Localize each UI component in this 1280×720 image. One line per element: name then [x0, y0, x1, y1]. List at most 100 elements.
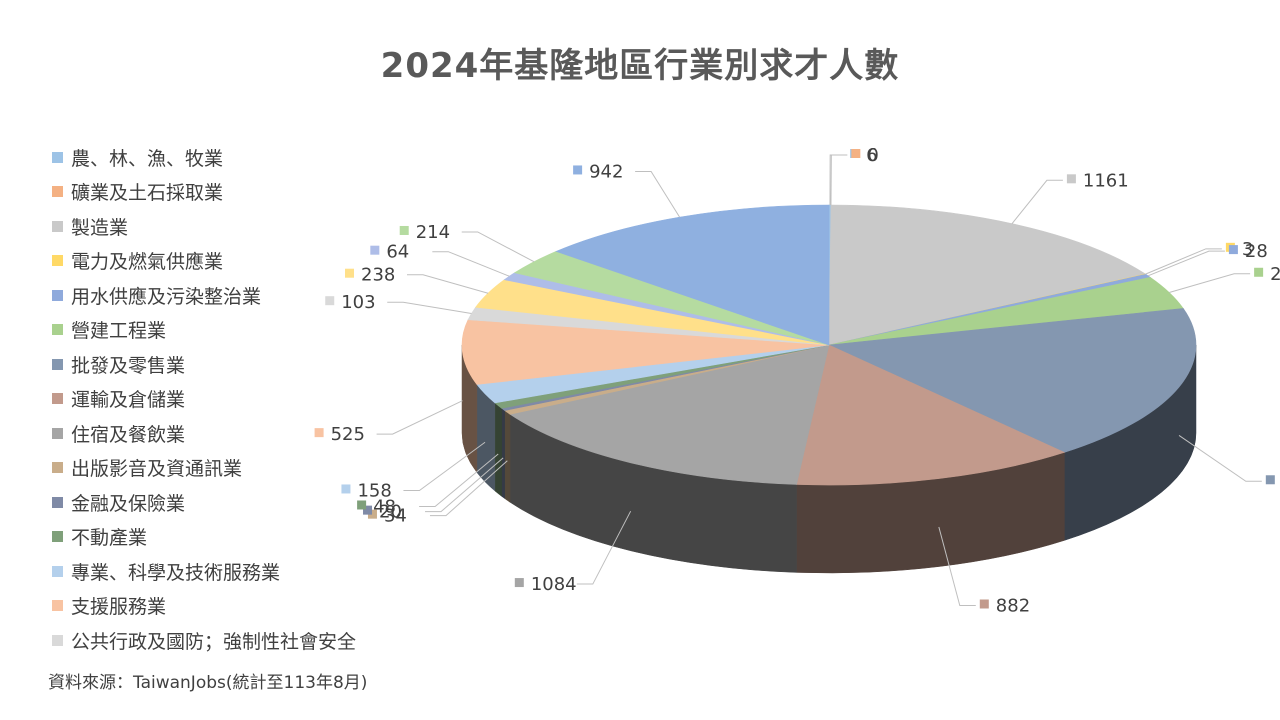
leader-line	[419, 453, 499, 507]
leader-line	[829, 154, 847, 206]
legend: 農、林、漁、牧業礦業及土石採取業 製造業電力及燃氣供應業用水供應及污染整治業 營建工…	[52, 140, 356, 658]
leader-line	[1147, 250, 1225, 277]
data-label: 0	[867, 145, 878, 166]
legend-label: 營建工程業	[71, 320, 167, 343]
data-label-swatch	[1228, 245, 1238, 255]
leader-line	[635, 170, 681, 218]
legend-label: 運輸及倉儲業	[71, 389, 186, 412]
leader-line	[403, 441, 486, 491]
legend-item: 批發及零售業	[52, 347, 356, 382]
legend-label: 支援服務業	[71, 596, 167, 619]
chart-title: 2024年基隆地區行業別求才人數	[380, 46, 900, 86]
legend-item: 專業、科學及技術服務業	[52, 554, 356, 589]
data-label-swatch	[1254, 267, 1264, 277]
data-label: 882	[996, 595, 1030, 616]
legend-label: 公共行政及國防；強制性社會安全	[71, 630, 357, 653]
legend-label: 製造業	[71, 216, 129, 239]
pie-slice	[509, 344, 830, 485]
data-label-swatch	[1265, 475, 1275, 485]
data-label-swatch	[979, 599, 989, 609]
legend-item: 電力及燃氣供應業	[52, 244, 356, 279]
legend-swatch	[52, 220, 63, 232]
legend-label: 出版影音及資通訊業	[71, 458, 243, 481]
pie-slice-side	[501, 407, 505, 500]
data-label: 238	[361, 265, 395, 286]
data-label-swatch	[363, 505, 373, 515]
legend-swatch	[52, 151, 63, 163]
data-label-swatch	[341, 484, 351, 494]
legend-swatch	[52, 289, 63, 301]
legend-label: 住宿及餐飲業	[71, 423, 186, 446]
data-label: 270	[1270, 264, 1280, 285]
legend-swatch	[52, 393, 63, 405]
data-label: 525	[331, 424, 365, 445]
legend-item: 礦業及土石採取業	[52, 175, 356, 210]
legend-swatch	[52, 255, 63, 267]
leader-line	[1145, 248, 1222, 275]
data-label-swatch	[399, 225, 409, 235]
data-label: 48	[373, 496, 396, 517]
data-label: 28	[1245, 241, 1268, 262]
legend-item: 農、林、漁、牧業	[52, 140, 356, 175]
data-label-swatch	[1066, 174, 1076, 184]
leader-line	[407, 274, 489, 294]
data-label-swatch	[573, 165, 583, 175]
leader-line	[376, 400, 463, 435]
pie-slice	[555, 204, 830, 346]
data-label: 942	[589, 161, 623, 182]
source-note: 資料來源：TaiwanJobs(統計至113年8月)	[48, 673, 368, 693]
data-label: 103	[341, 292, 375, 313]
leader-line	[387, 301, 472, 314]
leader-line	[938, 526, 976, 606]
leader-line	[576, 510, 632, 585]
legend-item: 製造業	[52, 209, 356, 244]
legend-swatch	[52, 324, 63, 336]
data-label: 34	[384, 506, 407, 527]
legend-item: 出版影音及資通訊業	[52, 451, 356, 486]
leader-line	[432, 251, 510, 277]
data-label: 6	[866, 145, 877, 166]
pie-slice	[827, 308, 1197, 453]
legend-label: 用水供應及污染整治業	[71, 285, 262, 308]
data-label: 1084	[531, 574, 577, 595]
pie-slice-side	[494, 402, 502, 497]
pie-slice	[796, 344, 1066, 486]
legend-swatch	[52, 496, 63, 508]
legend-swatch	[52, 462, 63, 474]
data-label-swatch	[514, 578, 524, 588]
legend-item: 用水供應及污染整治業	[52, 278, 356, 313]
legend-swatch	[52, 600, 63, 612]
pie-slice	[461, 319, 830, 385]
data-label: 1161	[1083, 170, 1129, 191]
data-label: 3	[1242, 239, 1253, 260]
data-label-swatch	[367, 509, 377, 519]
data-label: 214	[416, 222, 450, 243]
legend-item: 不動產業	[52, 520, 356, 555]
legend-label: 礦業及土石採取業	[71, 182, 224, 205]
leader-line	[425, 457, 504, 513]
data-label-swatch	[314, 428, 324, 438]
data-label: 158	[357, 480, 391, 501]
legend-label: 金融及保險業	[71, 492, 186, 515]
legend-label: 電力及燃氣供應業	[71, 251, 224, 274]
leader-line	[461, 231, 535, 263]
legend-swatch	[52, 565, 63, 577]
legend-swatch	[52, 427, 63, 439]
leader-line	[1011, 179, 1063, 224]
data-label: 64	[386, 242, 409, 263]
legend-label: 專業、科學及技術服務業	[71, 561, 281, 584]
legend-swatch	[52, 186, 63, 198]
data-label-swatch	[325, 296, 335, 306]
data-label-swatch	[345, 268, 355, 278]
leader-line	[1169, 273, 1251, 293]
legend-item: 金融及保險業	[52, 485, 356, 520]
legend-label: 批發及零售業	[71, 354, 186, 377]
leader-line	[1178, 435, 1262, 482]
legend-swatch	[52, 358, 63, 370]
data-label: 20	[379, 502, 402, 523]
legend-label: 不動產業	[71, 527, 148, 550]
data-label-swatch	[357, 500, 367, 510]
pie-slice-side	[504, 410, 511, 503]
leader-line	[429, 460, 508, 517]
